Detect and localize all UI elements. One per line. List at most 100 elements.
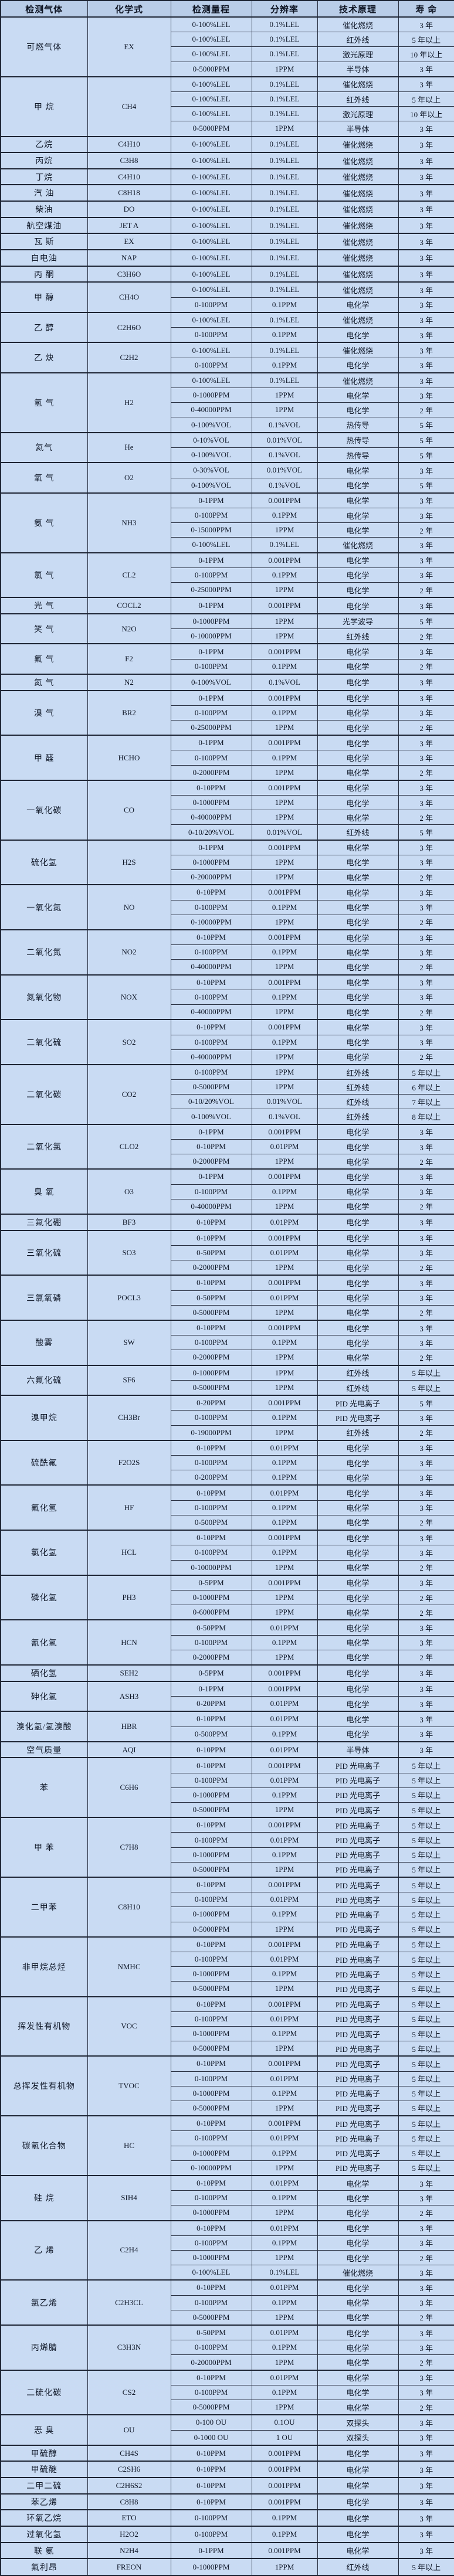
- table-row: 航空煤油 JET A 0-100%LEL 0.1%LEL 催化燃烧 3 年: [0, 216, 454, 234]
- resolution-cell: 0.1%LEL: [251, 342, 318, 358]
- lifespan-cell: 3 年: [398, 1530, 454, 1546]
- range-cell: 0-100PPM: [170, 944, 252, 960]
- resolution-cell: 0.1%VOL: [251, 1109, 318, 1125]
- gas-name-cell: 柴油: [0, 200, 88, 218]
- resolution-cell: 0.001PPM: [251, 2444, 318, 2462]
- lifespan-cell: 3 年: [398, 1245, 454, 1261]
- gas-name-cell: 丙烯腈: [0, 2324, 88, 2371]
- range-cell: 0-100%LEL: [170, 200, 252, 218]
- formula-cell: NO: [87, 884, 171, 930]
- table-row: 硫化氢 H2S 0-1PPM 0.001PPM 电化学 3 年: [0, 839, 454, 885]
- lifespan-cell: 3 年: [398, 1019, 454, 1035]
- gas-name-cell: 溴化氢/氢溴酸: [0, 1711, 88, 1742]
- principle-cell: 电化学: [317, 2354, 399, 2371]
- principle-cell: 电化学: [317, 764, 399, 781]
- range-cell: 0-10%VOL: [170, 431, 252, 448]
- table-row: 氰化氢 HCN 0-50PPM 0.01PPM 电化学 3 年: [0, 1619, 454, 1666]
- resolution-cell: 0.01PPM: [251, 1892, 318, 1908]
- principle-cell: PID 光电离子: [317, 2026, 399, 2042]
- principle-cell: 电化学: [317, 2384, 399, 2401]
- table-row: 0-50PPM 0.01PPM 电化学 3 年: [1, 1245, 454, 1261]
- lifespan-cell: 3 年: [398, 1139, 454, 1155]
- resolution-cell: 0.1%LEL: [251, 311, 318, 328]
- table-row: 乙烷 C4H10 0-100%LEL 0.1%LEL 催化燃烧 3 年: [0, 135, 454, 153]
- lifespan-cell: 3 年: [398, 2324, 454, 2341]
- range-cell: 0-1000PPM: [170, 2026, 252, 2042]
- lifespan-cell: 2 年: [398, 2205, 454, 2221]
- formula-cell: C4H10: [87, 135, 171, 153]
- principle-cell: 电化学: [317, 643, 399, 660]
- range-cell: 0-40000PPM: [170, 1049, 252, 1065]
- resolution-cell: 1PPM: [251, 613, 318, 630]
- resolution-cell: 0.001PPM: [251, 929, 318, 946]
- table-row: 硒化氢 SEH2 0-5PPM 0.001PPM 电化学 3 年: [0, 1664, 454, 1682]
- gas-name-cell: 氮 气: [0, 673, 88, 691]
- range-cell: 0-1000PPM: [170, 1966, 252, 1982]
- table-row: 0-100PPM 0.1PPM 电化学 3 年: [1, 1455, 454, 1471]
- principle-cell: 电化学: [317, 2235, 399, 2251]
- table-row: 0-100PPM 0.1PPM 电化学 3 年: [1, 2384, 454, 2401]
- gas-name-cell: 一氧化碳: [0, 779, 88, 841]
- range-cell: 0-30%VOL: [170, 462, 252, 478]
- table-row: 二甲二硫 C2H6S2 0-10PPM 0.001PPM 电化学 3 年: [0, 2477, 454, 2495]
- table-row: 氯 气 CL2 0-1PPM 0.001PPM 电化学 3 年: [0, 552, 454, 598]
- range-cell: 0-1000PPM: [170, 795, 252, 811]
- principle-cell: PID 光电离子: [317, 1966, 399, 1982]
- range-cell: 0-10PPM: [170, 1019, 252, 1035]
- range-cell: 0-6000PPM: [170, 1605, 252, 1620]
- table-row: 甲 苯 C7H8 0-10PPM 0.001PPM PID 光电离子 5 年以上: [0, 1817, 454, 1878]
- resolution-cell: 0.1PPM: [251, 2295, 318, 2310]
- gas-name-cell: 酸雾: [0, 1319, 88, 1366]
- lifespan-cell: 5 年: [398, 824, 454, 841]
- resolution-cell: 0.001PPM: [251, 1168, 318, 1185]
- gas-name-cell: 三氟化硼: [0, 1214, 88, 1231]
- principle-cell: 电化学: [317, 1123, 399, 1140]
- principle-cell: 电化学: [317, 944, 399, 960]
- resolution-cell: 0.01PPM: [251, 2174, 318, 2191]
- principle-cell: 电化学: [317, 462, 399, 478]
- table-row: 0-100PPM 0.1PPM 电化学 3 年: [1, 2295, 454, 2310]
- gas-name-cell: 非甲烷总烃: [0, 1936, 88, 1997]
- column-header: 寿 命: [398, 0, 454, 18]
- resolution-cell: 0.1PPM: [251, 899, 318, 915]
- lifespan-cell: 3 年: [398, 121, 454, 137]
- range-cell: 0-2000PPM: [170, 1350, 252, 1366]
- formula-cell: CS2: [87, 2369, 171, 2415]
- principle-cell: 电化学: [317, 719, 399, 736]
- lifespan-cell: 5 年: [398, 613, 454, 630]
- range-cell: 0-100PPM: [170, 1500, 252, 1515]
- principle-cell: 电化学: [317, 2493, 399, 2510]
- range-cell: 0-5000PPM: [170, 2309, 252, 2326]
- formula-cell: F2: [87, 643, 171, 675]
- range-cell: 0-1PPM: [170, 597, 252, 614]
- resolution-cell: 0.001PPM: [251, 1680, 318, 1697]
- principle-cell: 催化燃烧: [317, 216, 399, 234]
- range-cell: 0-40000PPM: [170, 810, 252, 825]
- resolution-cell: 0.1PPM: [251, 2235, 318, 2251]
- lifespan-cell: 5 年: [398, 477, 454, 494]
- lifespan-cell: 3 年: [398, 297, 454, 313]
- table-row: 0-10000PPM 1PPM PID 光电离子 5 年以上: [1, 2160, 454, 2176]
- gas-name-cell: 氟利昂: [0, 2558, 88, 2576]
- range-cell: 0-10PPM: [170, 2477, 252, 2495]
- gas-name-cell: 氯 气: [0, 552, 88, 598]
- principle-cell: 电化学: [317, 1350, 399, 1366]
- lifespan-cell: 3 年: [398, 2265, 454, 2281]
- lifespan-cell: 5 年: [398, 1395, 454, 1411]
- range-cell: 0-2000PPM: [170, 764, 252, 781]
- table-row: 二甲苯 C8H10 0-10PPM 0.001PPM PID 光电离子 5 年以上: [0, 1877, 454, 1938]
- principle-cell: 电化学: [317, 914, 399, 930]
- gas-name-cell: 甲 烷: [0, 76, 88, 137]
- resolution-cell: 0.1PPM: [251, 1966, 318, 1982]
- lifespan-cell: 3 年: [398, 1034, 454, 1050]
- range-cell: 0-100PPM: [170, 1034, 252, 1050]
- gas-name-cell: 六氟化硫: [0, 1364, 88, 1396]
- gas-name-cell: 苯乙烯: [0, 2493, 88, 2510]
- lifespan-cell: 2 年: [398, 810, 454, 825]
- gas-name-cell: 氰化氢: [0, 1619, 88, 1666]
- table-row: 0-100%LEL 0.1%LEL 催化燃烧 3 年: [1, 2265, 454, 2281]
- lifespan-cell: 5 年以上: [398, 1892, 454, 1908]
- resolution-cell: 1PPM: [251, 1304, 318, 1321]
- range-cell: 0-100PPM: [170, 2509, 252, 2527]
- formula-cell: CL2: [87, 552, 171, 598]
